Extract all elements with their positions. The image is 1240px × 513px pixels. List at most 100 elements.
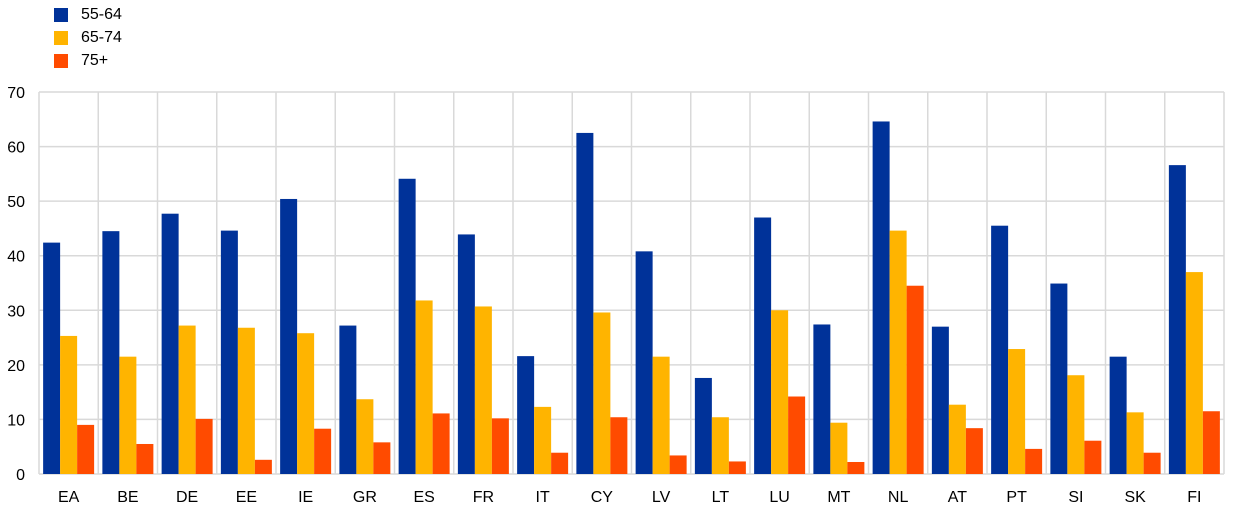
bar-NL-55-64 [872, 121, 890, 475]
bar-LV-65-74 [652, 356, 670, 474]
bar-IE-75+ [314, 428, 332, 474]
bar-SI-65-74 [1067, 375, 1085, 474]
legend-label: 75+ [81, 51, 109, 69]
bar-EA-75+ [77, 424, 95, 474]
y-tick-label: 50 [7, 194, 25, 211]
bar-SK-75+ [1143, 452, 1161, 474]
x-tick-label: DE [176, 489, 198, 506]
x-tick-label: EA [58, 489, 80, 506]
x-tick-label: NL [888, 489, 909, 506]
x-tick-label: LV [652, 489, 671, 506]
x-tick-label: LT [712, 489, 730, 506]
bar-FR-65-74 [474, 306, 492, 474]
bar-EE-75+ [254, 459, 272, 474]
bar-LT-75+ [728, 461, 746, 474]
y-tick-label: 60 [7, 140, 25, 157]
x-tick-label: SK [1124, 489, 1146, 506]
x-tick-label: PT [1006, 489, 1027, 506]
legend-label: 65-74 [81, 28, 122, 46]
bar-NL-75+ [906, 285, 924, 474]
bar-EA-55-64 [43, 242, 61, 474]
legend-swatch [54, 30, 68, 45]
bar-MT-65-74 [830, 422, 848, 474]
bar-BE-65-74 [119, 356, 137, 474]
y-tick-label: 20 [7, 358, 25, 375]
legend-swatch [54, 53, 68, 68]
bar-GR-55-64 [339, 325, 357, 474]
bar-LU-55-64 [754, 217, 772, 474]
bar-AT-65-74 [948, 404, 966, 474]
bar-SI-75+ [1084, 440, 1102, 474]
bar-LU-65-74 [771, 310, 789, 474]
bar-LV-55-64 [635, 251, 653, 474]
bar-DE-65-74 [178, 325, 196, 474]
y-tick-label: 0 [16, 467, 25, 484]
x-tick-label: IE [298, 489, 313, 506]
x-tick-label: LU [769, 489, 789, 506]
bar-LU-75+ [788, 396, 806, 474]
bar-EA-65-74 [60, 335, 78, 474]
bar-CY-65-74 [593, 312, 611, 474]
x-tick-label: SI [1068, 489, 1083, 506]
x-tick-label: GR [353, 489, 377, 506]
bar-IT-65-74 [534, 406, 552, 474]
bar-MT-75+ [847, 461, 865, 474]
x-tick-label: CY [591, 489, 614, 506]
bar-IT-75+ [551, 452, 569, 474]
bar-SK-65-74 [1126, 412, 1144, 474]
bar-MT-55-64 [813, 324, 831, 474]
bar-IE-55-64 [280, 198, 298, 474]
legend-label: 55-64 [81, 5, 122, 23]
bar-CY-75+ [610, 417, 628, 474]
bar-EE-55-64 [220, 230, 238, 474]
legend-item-75-plus: 75+ [54, 49, 122, 72]
bar-DE-55-64 [161, 213, 179, 475]
x-tick-label: FR [473, 489, 494, 506]
bar-NL-65-74 [889, 230, 907, 474]
y-tick-label: 30 [7, 303, 25, 320]
bar-FR-55-64 [457, 234, 475, 474]
bar-EE-65-74 [237, 327, 255, 474]
bar-DE-75+ [195, 418, 213, 474]
bar-IE-65-74 [297, 333, 315, 474]
bar-FI-55-64 [1168, 165, 1186, 474]
legend-item-55-64: 55-64 [54, 3, 122, 26]
bar-FI-65-74 [1185, 272, 1203, 474]
bar-ES-55-64 [398, 178, 416, 475]
legend-swatch [54, 7, 68, 22]
x-tick-label: MT [827, 489, 850, 506]
x-tick-label: EE [236, 489, 257, 506]
bar-ES-65-74 [415, 300, 433, 474]
legend-item-65-74: 65-74 [54, 26, 122, 49]
bar-GR-65-74 [356, 399, 374, 474]
bar-LT-65-74 [711, 417, 729, 474]
bar-IT-55-64 [517, 356, 535, 474]
bar-PT-75+ [1025, 448, 1043, 474]
bar-BE-55-64 [102, 231, 120, 474]
bar-PT-65-74 [1008, 349, 1026, 474]
y-tick-label: 40 [7, 249, 25, 266]
bar-LV-75+ [669, 455, 687, 474]
x-tick-label: ES [413, 489, 434, 506]
bar-AT-55-64 [931, 326, 949, 474]
x-tick-label: FI [1187, 489, 1201, 506]
y-tick-label: 10 [7, 412, 25, 429]
bar-AT-75+ [965, 428, 983, 474]
x-tick-label: AT [948, 489, 967, 506]
x-tick-label: IT [536, 489, 550, 506]
bar-SI-55-64 [1050, 283, 1068, 474]
bar-LT-55-64 [694, 377, 712, 474]
bar-SK-55-64 [1109, 356, 1127, 474]
bar-PT-55-64 [991, 225, 1009, 474]
bar-BE-75+ [136, 443, 154, 474]
bar-FI-75+ [1202, 411, 1220, 474]
x-tick-label: BE [117, 489, 138, 506]
bar-GR-75+ [373, 442, 391, 474]
bar-ES-75+ [432, 413, 450, 474]
bar-FR-75+ [491, 418, 509, 474]
legend: 55-64 65-74 75+ [54, 3, 122, 72]
y-tick-label: 70 [7, 85, 25, 102]
bar-CY-55-64 [576, 132, 594, 474]
